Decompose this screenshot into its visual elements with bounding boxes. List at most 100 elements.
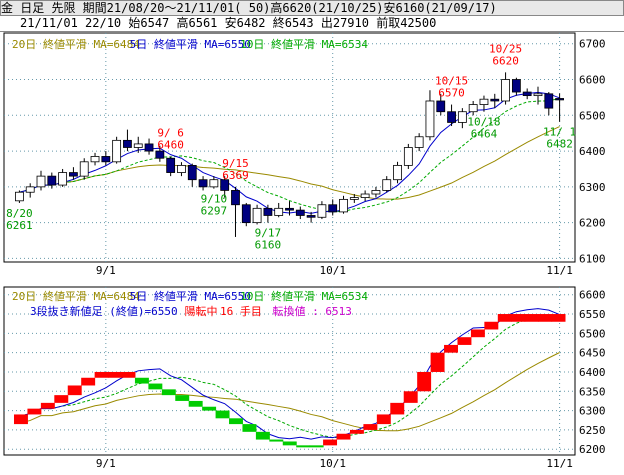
new-price-brick (27, 408, 42, 415)
new-price-brick (497, 314, 512, 322)
top-annotation-label: 10/25 (489, 42, 522, 55)
bottom-legend-item: 10日 終値平滑 MA=6534 (240, 289, 368, 303)
new-price-brick (175, 395, 190, 401)
bottom-ytick-label: 6550 (579, 308, 606, 321)
new-price-brick (108, 371, 123, 378)
bottom-ytick-label: 6250 (579, 424, 606, 437)
candle-body (187, 164, 197, 181)
candle-body (447, 111, 456, 123)
top-annotation-label: 6369 (222, 169, 249, 182)
bottom-ytick-label: 6450 (579, 347, 606, 360)
top-annotation-label: 11/ 1 (543, 126, 576, 139)
candle-body (490, 98, 500, 102)
candle-body (231, 190, 240, 206)
top-legend-item: 20日 終値平滑 MA=6484 (12, 37, 140, 51)
new-price-brick (134, 377, 149, 384)
candle-body (25, 186, 35, 193)
bottom-info-item: 3段抜き新値足 (終値)=6550 (30, 304, 178, 318)
candle-body (79, 161, 89, 177)
candle-body (144, 143, 154, 152)
bottom-ma5-line (19, 308, 560, 440)
top-annotation-label: 10/15 (435, 75, 468, 88)
new-price-brick (269, 439, 284, 442)
candle-body (328, 204, 338, 213)
candle-body (263, 207, 273, 216)
top-xtick-label: 11/1 (546, 264, 573, 277)
candle-body (393, 164, 402, 181)
candle-body (58, 172, 68, 186)
candle-body (198, 179, 208, 188)
new-price-brick (161, 389, 176, 396)
candle-body (47, 175, 57, 186)
new-price-brick (94, 371, 109, 378)
candle-body (403, 147, 413, 166)
candle-body (555, 98, 564, 101)
bottom-ytick-label: 6400 (579, 366, 606, 379)
top-ma20-line (19, 126, 560, 200)
candle-body (252, 207, 262, 224)
candle-body (123, 139, 132, 148)
top-legend-item: 5日 終値平滑 MA=6550 (130, 37, 251, 51)
bottom-xtick-label: 11/1 (546, 457, 573, 470)
new-price-brick (81, 377, 96, 386)
top-annotation-label: 9/ 6 (157, 126, 184, 139)
candle-body (533, 93, 543, 97)
top-xtick-label: 10/1 (319, 264, 346, 277)
top-legend-item: 10日 終値平滑 MA=6534 (240, 37, 368, 51)
candle-body (339, 198, 348, 213)
candle-body (317, 204, 327, 218)
candle-body (457, 111, 467, 123)
new-price-brick (54, 395, 69, 403)
new-price-brick (390, 402, 405, 415)
top-annotation-label: 9/15 (222, 157, 249, 170)
top-ytick-label: 6400 (579, 145, 606, 158)
candle-body (112, 139, 122, 163)
top-plot-frame (3, 32, 576, 263)
new-price-brick (524, 314, 539, 322)
bottom-info-item: 陽転中 (185, 305, 218, 318)
top-annotation-label: 6464 (471, 128, 498, 141)
top-annotation-label: 6570 (438, 87, 465, 100)
bottom-legend-item: 20日 終値平滑 MA=6484 (12, 289, 140, 303)
new-price-brick (484, 321, 499, 330)
bottom-ma20-line (19, 352, 560, 432)
new-price-brick (242, 424, 257, 432)
candle-body (414, 136, 424, 148)
new-price-brick (296, 445, 311, 448)
bottom-ma10-line (19, 314, 560, 439)
candle-body (371, 190, 381, 195)
bottom-plot-frame (3, 286, 576, 456)
candle-body (69, 172, 78, 177)
top-ytick-label: 6500 (579, 109, 606, 122)
candle-body (177, 164, 186, 173)
candle-body (382, 179, 392, 191)
new-price-brick (511, 314, 526, 322)
candle-body (166, 157, 176, 173)
candle-body (101, 156, 111, 163)
candle-body (425, 100, 435, 138)
top-annotation-label: 9/17 (255, 227, 282, 240)
new-price-brick (229, 418, 243, 425)
top-ma5-line (19, 91, 560, 214)
bottom-info-item: 16 手目 (220, 304, 262, 318)
top-xtick-label: 9/1 (96, 264, 116, 277)
bottom-xtick-label: 9/1 (96, 457, 116, 470)
new-price-brick (14, 414, 28, 425)
new-price-brick (67, 385, 82, 396)
bottom-ytick-label: 6200 (579, 443, 606, 456)
candle-body (285, 207, 294, 211)
candle-body (295, 209, 305, 216)
bottom-xtick-label: 10/1 (319, 457, 346, 470)
new-price-brick (538, 314, 553, 322)
candle-body (360, 193, 370, 198)
candle-body (501, 79, 510, 102)
top-annotation-label: 6482 (546, 138, 573, 151)
top-annotation-label: 9/10 (201, 193, 228, 206)
candle-body (306, 215, 316, 218)
bottom-info-item: 転換値 : 6513 (273, 305, 352, 318)
new-price-brick (215, 410, 230, 419)
candle-body (522, 91, 532, 97)
top-ytick-label: 6600 (579, 74, 606, 87)
new-price-brick (551, 314, 566, 322)
